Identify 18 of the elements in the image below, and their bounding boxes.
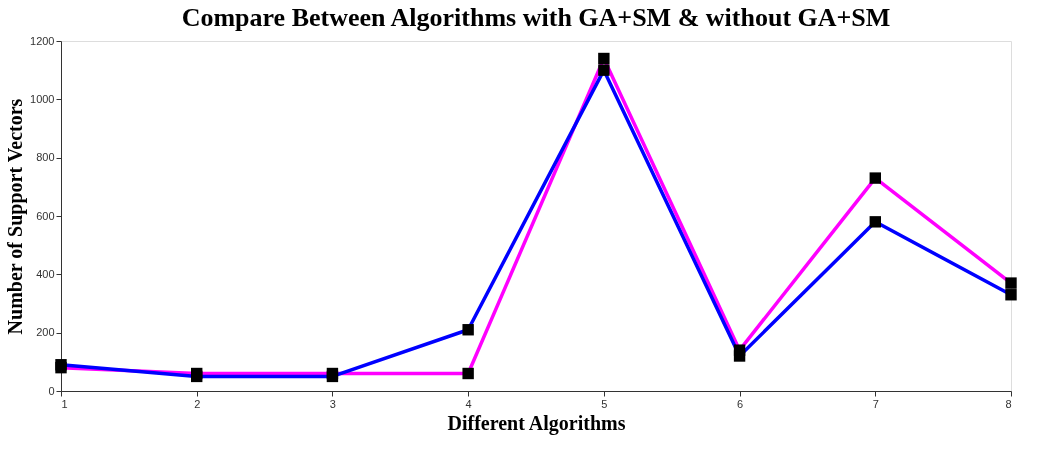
x-tick-label: 4 [465,397,472,410]
x-tick-label: 3 [329,397,336,410]
x-tick-label: 8 [1005,397,1012,410]
x-tick-label: 1 [61,397,68,410]
y-tick-label: 600 [36,209,55,222]
x-tick-label: 7 [872,397,879,410]
x-axis-title: Different Algorithms [447,411,626,435]
y-tick-label: 800 [36,151,55,164]
y-tick-label: 0 [48,384,55,397]
x-tick-label: 2 [194,397,201,410]
y-tick-label: 1000 [30,92,55,105]
y-tick-label: 400 [36,267,55,280]
x-tick-label: 6 [737,397,744,410]
y-tick-label: 200 [36,326,55,339]
y-axis-title: Number of Support Vectors [4,98,28,335]
x-tick-label: 5 [601,397,608,410]
y-tick-label: 1200 [30,34,55,47]
chart-title: Compare Between Algorithms with GA+SM & without GA+SM [181,3,891,32]
